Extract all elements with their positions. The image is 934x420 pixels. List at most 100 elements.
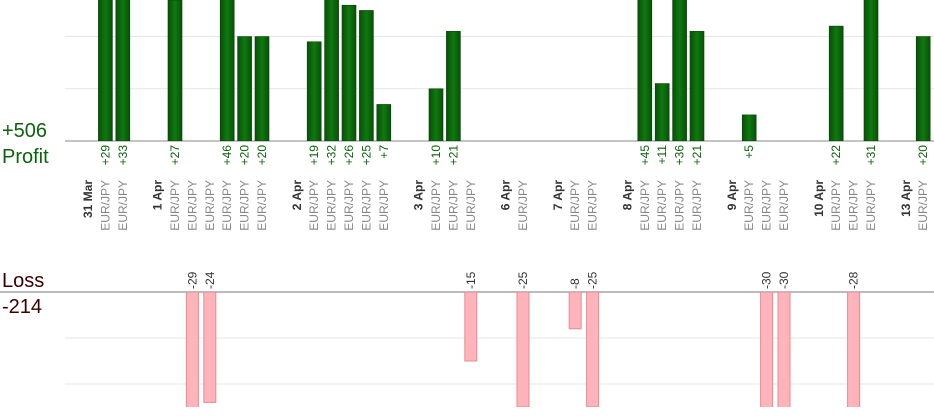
profit-value: +25	[359, 145, 373, 166]
loss-value: -25	[516, 271, 530, 289]
profit-value: +29	[98, 145, 112, 166]
date-label: 13 Apr	[899, 180, 913, 217]
profit-bar	[98, 0, 113, 141]
profit-total: +506	[2, 120, 47, 142]
pair-label: EUR/JPY	[847, 180, 861, 231]
profit-value: +31	[864, 145, 878, 166]
profit-value: +19	[307, 145, 321, 166]
loss-title: Loss	[2, 270, 44, 292]
loss-value: -8	[568, 278, 582, 289]
profit-value: +20	[238, 145, 252, 166]
profit-value: +36	[673, 145, 687, 166]
profit-value: +22	[829, 145, 843, 166]
profit-value: +20	[916, 145, 930, 166]
profit-bar	[689, 31, 705, 141]
pair-label: EUR/JPY	[464, 180, 478, 231]
pair-label: EUR/JPY	[325, 180, 339, 231]
date-label: 31 Mar	[81, 180, 95, 218]
pair-label: EUR/JPY	[916, 180, 930, 231]
profit-bar	[324, 0, 339, 141]
date-label: 1 Apr	[151, 180, 165, 211]
profit-bar	[446, 31, 461, 141]
profit-bar	[637, 0, 653, 141]
profit-value: +20	[255, 145, 269, 166]
profit-value: +5	[742, 145, 756, 159]
pair-label: EUR/JPY	[342, 180, 356, 231]
loss-bar	[568, 292, 582, 330]
loss-bar	[185, 292, 199, 407]
pair-label: EUR/JPY	[98, 180, 112, 231]
loss-bar	[586, 292, 600, 407]
profit-bar	[915, 36, 931, 141]
profit-value: +33	[116, 145, 130, 166]
pair-label: EUR/JPY	[185, 180, 199, 231]
date-label: 9 Apr	[725, 180, 739, 211]
profit-bar	[219, 0, 235, 141]
pair-label: EUR/JPY	[238, 180, 252, 231]
date-label: 2 Apr	[290, 180, 304, 211]
profit-value: +21	[690, 145, 704, 166]
loss-bars	[185, 292, 861, 407]
loss-bar	[847, 292, 861, 407]
profit-bar	[254, 36, 270, 141]
pair-label: EUR/JPY	[586, 180, 600, 231]
profit-bar	[672, 0, 687, 141]
loss-value: -30	[760, 271, 774, 289]
pair-label: EUR/JPY	[203, 180, 217, 231]
profit-value: +10	[429, 145, 443, 166]
profit-value: +11	[655, 145, 669, 165]
pair-label: EUR/JPY	[742, 180, 756, 231]
pair-label: EUR/JPY	[690, 180, 704, 231]
profit-value: +45	[638, 145, 652, 166]
pair-label: EUR/JPY	[516, 180, 530, 231]
pair-label: EUR/JPY	[359, 180, 373, 231]
pair-label: EUR/JPY	[429, 180, 443, 231]
profit-value: +7	[377, 145, 391, 159]
pair-label: EUR/JPY	[220, 180, 234, 231]
loss-bar	[516, 292, 530, 407]
profit-bar	[115, 0, 131, 141]
profit-bar	[341, 4, 357, 141]
profit-bar	[863, 0, 879, 141]
profit-bar	[376, 104, 392, 141]
loss-bar	[777, 292, 791, 407]
profit-bar	[167, 0, 183, 141]
profit-bar	[428, 88, 444, 141]
loss-value: -28	[847, 271, 861, 289]
profit-value: +21	[446, 145, 460, 166]
loss-total: -214	[2, 296, 42, 318]
profit-value: +27	[168, 145, 182, 166]
pair-label: EUR/JPY	[777, 180, 791, 231]
profit-bar	[359, 10, 374, 141]
profit-bar	[306, 41, 322, 141]
pair-label: EUR/JPY	[673, 180, 687, 231]
pair-label: EUR/JPY	[116, 180, 130, 231]
loss-value: -15	[464, 271, 478, 289]
date-label: 6 Apr	[499, 180, 513, 211]
profit-bars	[98, 0, 931, 141]
date-label: 8 Apr	[620, 180, 634, 211]
profit-value: +32	[325, 145, 339, 166]
profit-title: Profit	[2, 146, 49, 168]
pair-label: EUR/JPY	[377, 180, 391, 231]
profit-bar	[237, 36, 252, 141]
profit-bar	[741, 114, 757, 141]
loss-value: -25	[586, 271, 600, 289]
loss-value: -30	[777, 271, 791, 289]
pair-label: EUR/JPY	[307, 180, 321, 231]
pair-label: EUR/JPY	[655, 180, 669, 231]
profit-value: +46	[220, 145, 234, 166]
pair-label: EUR/JPY	[760, 180, 774, 231]
profit-value: +26	[342, 145, 356, 166]
pair-label: EUR/JPY	[255, 180, 269, 231]
date-label: 3 Apr	[412, 180, 426, 211]
loss-value: -24	[203, 271, 217, 289]
date-label: 10 Apr	[812, 180, 826, 217]
loss-value: -29	[185, 271, 199, 289]
date-label: 7 Apr	[551, 180, 565, 211]
pair-label: EUR/JPY	[568, 180, 582, 231]
pair-label: EUR/JPY	[864, 180, 878, 231]
loss-bar	[464, 292, 478, 362]
pair-label: EUR/JPY	[446, 180, 460, 231]
